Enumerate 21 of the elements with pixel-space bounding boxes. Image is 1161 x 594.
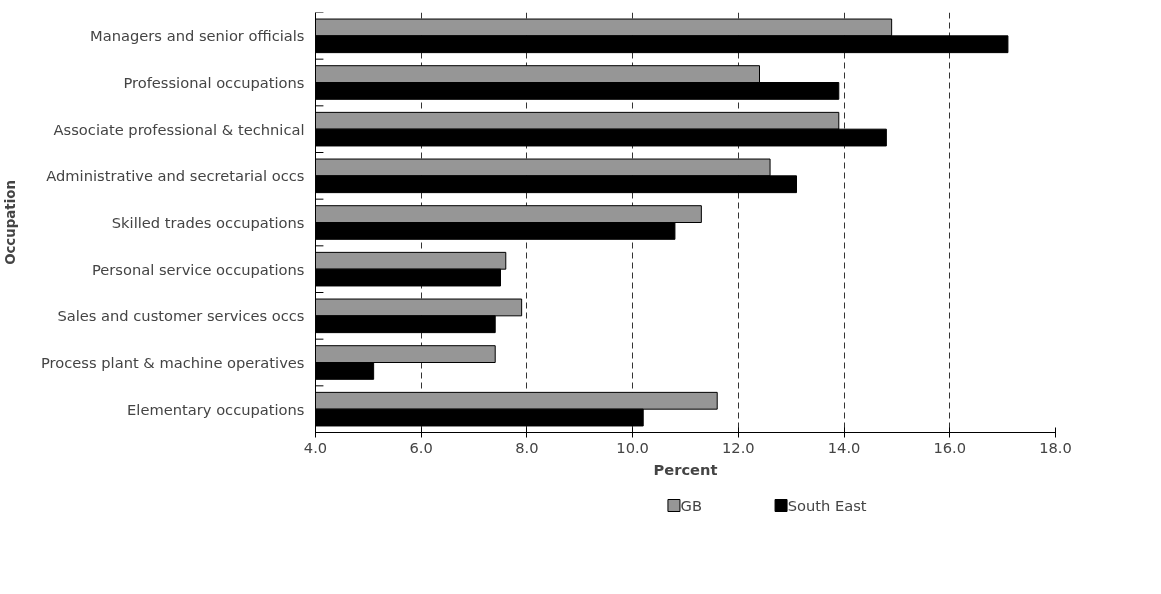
y-axis-title: Occupation	[3, 180, 19, 265]
legend-label: South East	[787, 497, 867, 514]
y-tick-label: Elementary occupations	[127, 400, 305, 418]
y-tick-label: Professional occupations	[123, 74, 305, 91]
y-tick-label: Sales and customer services occs	[57, 307, 305, 325]
x-tick-label: 10.0	[616, 438, 649, 456]
y-tick-label: Administrative and secretarial occs	[46, 167, 305, 185]
y-tick-label: Personal service occupations	[92, 260, 305, 278]
x-tick-label: 8.0	[515, 438, 539, 456]
y-tick-label: Associate professional & technical	[53, 120, 305, 138]
x-tick-label: 18.0	[1039, 438, 1072, 456]
x-tick-label: 14.0	[827, 438, 861, 456]
x-tick-label: 6.0	[409, 438, 433, 456]
x-tick-label: 16.0	[933, 438, 967, 456]
x-tick-label: 12.0	[722, 438, 755, 456]
y-tick-label: Process plant & machine operatives	[41, 354, 305, 371]
x-axis-title: Percent	[653, 460, 718, 478]
x-tick-label: 4.0	[303, 438, 328, 456]
legend-label: GB	[680, 497, 702, 514]
y-tick-label: Managers and senior officials	[90, 27, 305, 45]
y-tick-label: Skilled trades occupations	[111, 214, 305, 231]
